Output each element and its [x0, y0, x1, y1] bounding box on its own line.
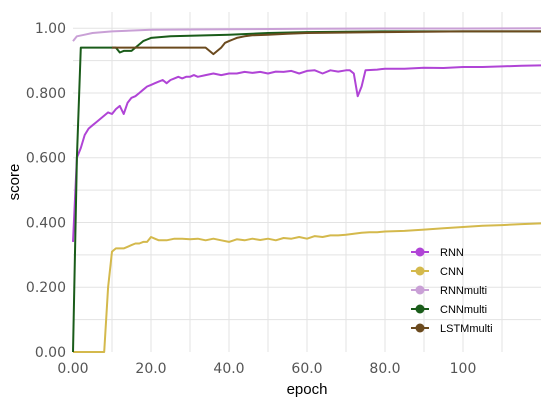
legend-item-cnn: CNN [411, 266, 464, 278]
x-tick-label: 20.0 [135, 361, 166, 377]
legend-swatch-marker [415, 304, 425, 314]
y-tick-label: 0.00 [35, 345, 66, 361]
legend-label: RNN [440, 247, 464, 259]
series-line-rnn [72, 64, 542, 242]
y-tick-label: 0.400 [26, 215, 66, 231]
legend-item-lstmmulti: LSTMmulti [411, 323, 493, 335]
legend-swatch-marker [415, 247, 425, 257]
x-axis-title: epoch [287, 381, 328, 398]
legend-label: RNNmulti [440, 285, 487, 297]
x-axis-ticks: 0.00 20.0 40.0 60.0 80.0 100 [57, 361, 476, 377]
series-lines [72, 27, 542, 353]
grid-lines [73, 12, 541, 352]
x-tick-label: 80.0 [369, 361, 400, 377]
legend-item-rnn: RNN [411, 247, 464, 259]
legend-label: CNN [440, 266, 464, 278]
series-line-cnn [73, 222, 542, 353]
y-tick-label: 0.600 [26, 151, 66, 167]
series-line-rnnmulti [72, 27, 542, 42]
y-axis-title: score [6, 164, 23, 201]
legend-label: LSTMmulti [440, 323, 493, 335]
legend-label: CNNmulti [440, 304, 487, 316]
x-tick-label: 60.0 [291, 361, 322, 377]
legend-item-rnnmulti: RNNmulti [411, 285, 487, 297]
y-tick-label: 1.00 [35, 21, 66, 37]
legend-swatch-marker [415, 266, 425, 276]
x-tick-label: 40.0 [213, 361, 244, 377]
legend-item-cnnmulti: CNNmulti [411, 304, 487, 316]
legend: RNN CNN RNNmulti CNNmulti LSTMmulti [411, 247, 493, 335]
y-tick-label: 0.200 [26, 280, 66, 296]
x-tick-label: 100 [450, 361, 477, 377]
series-line-lstmmulti [112, 30, 541, 56]
x-tick-label: 0.00 [57, 361, 88, 377]
y-axis-ticks: 0.00 0.200 0.400 0.600 0.800 1.00 [26, 21, 66, 361]
legend-swatch-marker [415, 285, 425, 295]
y-tick-label: 0.800 [26, 86, 66, 102]
legend-swatch-marker [415, 323, 425, 333]
